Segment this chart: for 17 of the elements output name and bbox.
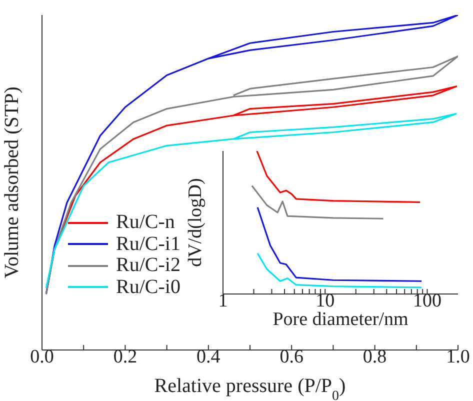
x-tick-label: 0.6: [280, 346, 304, 368]
x-axis-title: Pore diameter/nm: [272, 309, 409, 330]
x-tick-label: 1.0: [446, 346, 470, 368]
x-tick-label: 1: [218, 290, 228, 312]
legend-label: Ru/C-i2: [116, 254, 180, 276]
y-axis-title: Volume adsorbed (STP): [1, 86, 23, 278]
x-tick-label: 0.0: [30, 346, 54, 368]
legend-label: Ru/C-i1: [116, 232, 180, 255]
x-tick-label: 0.8: [362, 346, 387, 368]
legend-label: Ru/C-i0: [116, 276, 180, 298]
legend-label: Ru/C-n: [116, 211, 175, 234]
x-tick-label: 10: [316, 290, 335, 312]
x-tick-label: 100: [413, 290, 442, 312]
y-axis-title: dV/d(logD): [184, 178, 206, 267]
x-axis-title: Relative pressure (P/P$_{0}$): [154, 375, 346, 401]
x-tick-label: 0.4: [196, 346, 221, 368]
x-tick-label: 0.2: [113, 346, 138, 368]
